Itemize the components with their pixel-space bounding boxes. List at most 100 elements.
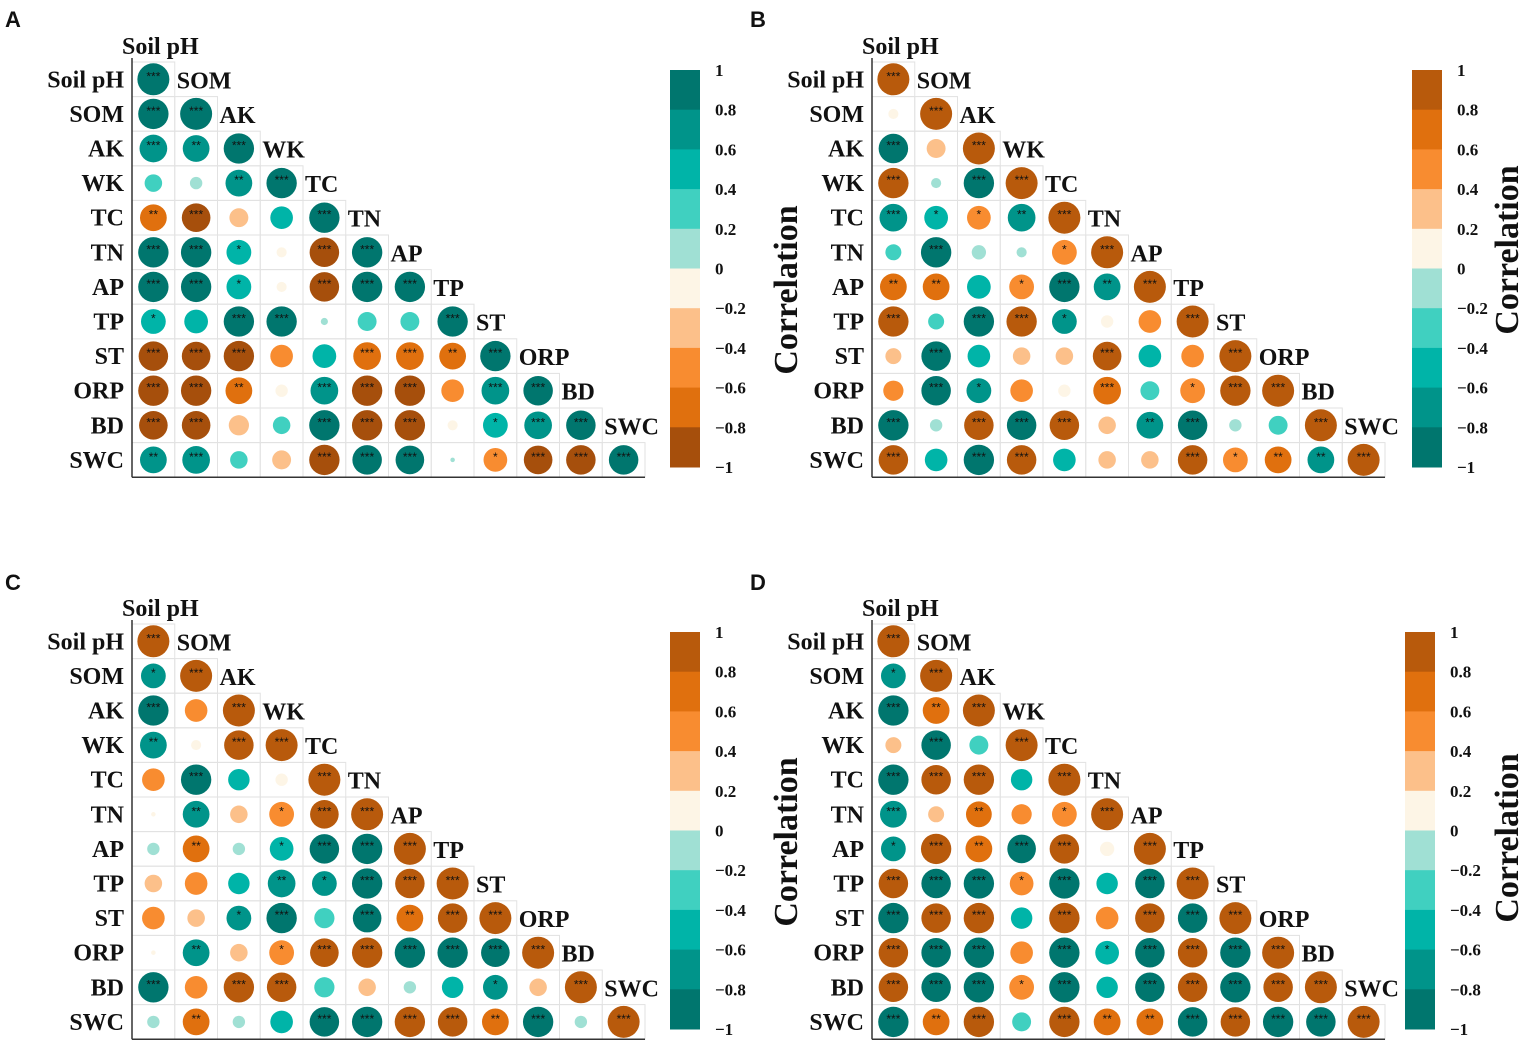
correlation-circle bbox=[1093, 273, 1121, 301]
row-label: ORP bbox=[813, 941, 864, 967]
row-label: TN bbox=[91, 240, 125, 266]
significance-stars: ** bbox=[974, 839, 984, 853]
correlation-circle bbox=[878, 306, 909, 337]
correlation-circle bbox=[272, 450, 292, 470]
column-label: AK bbox=[220, 103, 256, 129]
significance-stars: *** bbox=[972, 770, 986, 784]
significance-stars: *** bbox=[1186, 977, 1200, 991]
correlation-circle bbox=[483, 448, 508, 472]
correlation-circle bbox=[441, 976, 464, 999]
correlation-circle bbox=[1049, 834, 1080, 864]
correlation-circle bbox=[180, 659, 213, 692]
colorbar-tick-label: 0 bbox=[1450, 822, 1459, 841]
correlation-circle bbox=[480, 340, 511, 372]
significance-stars: *** bbox=[403, 415, 417, 429]
colorbar-tick-label: 0.8 bbox=[715, 101, 736, 120]
correlation-circle bbox=[138, 341, 169, 371]
correlation-circle bbox=[182, 1008, 210, 1036]
correlation-circle bbox=[481, 1008, 509, 1036]
significance-stars: *** bbox=[488, 346, 502, 360]
correlation-circle bbox=[1304, 971, 1337, 1004]
significance-stars: ** bbox=[448, 346, 458, 360]
correlation-circle bbox=[566, 410, 596, 441]
correlation-circle bbox=[226, 274, 252, 300]
correlation-circle bbox=[885, 244, 902, 261]
correlation-circle bbox=[924, 205, 948, 230]
correlation-circle bbox=[1051, 309, 1077, 334]
significance-stars: *** bbox=[360, 943, 374, 957]
significance-stars: *** bbox=[275, 908, 289, 922]
column-label: ST bbox=[1216, 873, 1245, 899]
colorbar-tick-label: −0.4 bbox=[1457, 339, 1488, 358]
significance-stars: *** bbox=[929, 874, 943, 888]
significance-stars: *** bbox=[531, 381, 545, 395]
correlation-circle bbox=[1096, 872, 1118, 895]
significance-stars: * bbox=[1019, 977, 1024, 991]
column-label: WK bbox=[262, 138, 305, 164]
correlation-circle bbox=[1304, 409, 1337, 442]
significance-stars: *** bbox=[1057, 277, 1071, 291]
column-label: SWC bbox=[604, 976, 659, 1002]
correlation-circle bbox=[963, 444, 995, 476]
row-label: ST bbox=[95, 344, 124, 370]
colorbar-band bbox=[670, 989, 700, 1030]
significance-stars: *** bbox=[146, 346, 160, 360]
correlation-circle bbox=[1010, 768, 1033, 791]
significance-stars: *** bbox=[403, 943, 417, 957]
significance-stars: ** bbox=[1145, 415, 1155, 429]
column-label: AP bbox=[1131, 241, 1163, 267]
row-label: TC bbox=[91, 206, 124, 232]
significance-stars: *** bbox=[1015, 735, 1029, 749]
correlation-circle bbox=[479, 902, 512, 935]
colorbar-tick-label: 0.2 bbox=[1457, 220, 1478, 239]
correlation-circle bbox=[309, 1007, 340, 1037]
correlation-circle bbox=[962, 132, 995, 165]
significance-stars: *** bbox=[1271, 1012, 1285, 1026]
correlation-circle bbox=[888, 108, 899, 119]
correlation-circle bbox=[1181, 344, 1204, 368]
significance-stars: *** bbox=[1357, 1012, 1371, 1026]
correlation-circle bbox=[1058, 384, 1071, 397]
significance-stars: ** bbox=[191, 1012, 201, 1026]
correlation-circle bbox=[924, 448, 948, 472]
correlation-circle bbox=[230, 451, 248, 469]
significance-stars: *** bbox=[189, 346, 203, 360]
correlation-circle bbox=[963, 902, 995, 934]
significance-stars: * bbox=[977, 381, 982, 395]
correlation-circle bbox=[1219, 902, 1252, 935]
significance-stars: *** bbox=[446, 312, 460, 326]
significance-stars: *** bbox=[360, 804, 374, 818]
correlation-circle bbox=[225, 169, 253, 197]
correlation-circle bbox=[437, 937, 468, 968]
significance-stars: *** bbox=[232, 701, 246, 715]
significance-stars: * bbox=[279, 804, 284, 818]
significance-stars: *** bbox=[275, 173, 289, 187]
correlation-circle bbox=[180, 237, 212, 268]
significance-stars: *** bbox=[317, 381, 331, 395]
significance-stars: *** bbox=[232, 977, 246, 991]
correlation-circle bbox=[394, 937, 426, 968]
significance-stars: *** bbox=[146, 631, 160, 645]
correlation-circle bbox=[878, 695, 909, 726]
correlation-circle bbox=[151, 812, 156, 817]
significance-stars: ** bbox=[889, 277, 899, 291]
significance-stars: *** bbox=[972, 943, 986, 957]
row-label: AK bbox=[828, 137, 864, 163]
colorbar-band bbox=[670, 671, 700, 712]
correlation-circle bbox=[1263, 972, 1293, 1003]
significance-stars: *** bbox=[1100, 346, 1114, 360]
significance-stars: ** bbox=[1102, 277, 1112, 291]
significance-stars: *** bbox=[1100, 804, 1114, 818]
significance-stars: *** bbox=[360, 346, 374, 360]
significance-stars: ** bbox=[191, 839, 201, 853]
correlation-circle bbox=[189, 176, 203, 190]
correlation-circle bbox=[224, 730, 254, 760]
correlation-circle bbox=[1177, 410, 1208, 441]
correlation-circle bbox=[310, 799, 339, 829]
significance-stars: *** bbox=[1186, 874, 1200, 888]
correlation-circle bbox=[187, 909, 205, 927]
